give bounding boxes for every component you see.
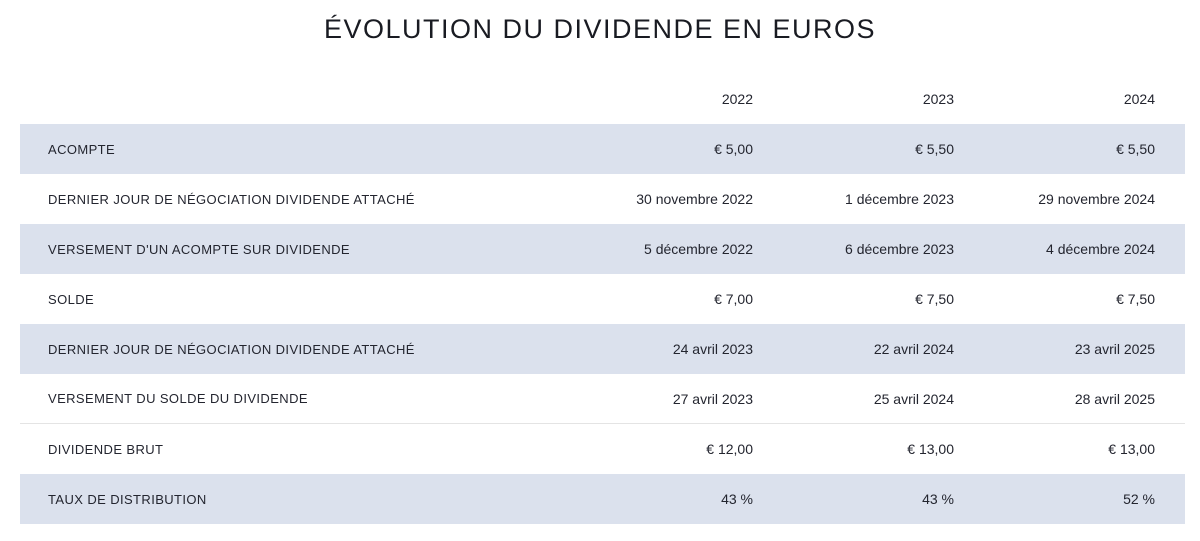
row-label: DERNIER JOUR DE NÉGOCIATION DIVIDENDE AT… [48, 191, 415, 207]
cell-value: € 12,00 [706, 441, 753, 457]
cell-value: € 7,50 [1116, 291, 1155, 307]
cell-value: 5 décembre 2022 [644, 241, 753, 257]
column-header-2022: 2022 [721, 91, 753, 107]
cell-value: 1 décembre 2023 [845, 191, 954, 207]
table-row-versement-acompte: VERSEMENT D'UN ACOMPTE SUR DIVIDENDE 5 d… [20, 224, 1185, 274]
table-row-acompte: ACOMPTE € 5,00 € 5,50 € 5,50 [20, 124, 1185, 174]
row-label: TAUX DE DISTRIBUTION [48, 491, 207, 507]
column-header-2023: 2023 [922, 91, 954, 107]
cell-value: 25 avril 2024 [873, 390, 954, 407]
cell-value: 30 novembre 2022 [636, 191, 753, 207]
cell-value: 43 % [721, 491, 753, 507]
cell-value: 24 avril 2023 [672, 341, 753, 357]
cell-value: € 7,50 [915, 291, 954, 307]
table-header-row: 2022 2023 2024 [20, 45, 1185, 124]
cell-value: 23 avril 2025 [1074, 341, 1155, 357]
cell-value: 43 % [922, 491, 954, 507]
cell-value: 4 décembre 2024 [1046, 241, 1155, 257]
column-header-2024: 2024 [1123, 91, 1155, 107]
cell-value: 52 % [1123, 491, 1155, 507]
row-label: DIVIDENDE BRUT [48, 441, 164, 457]
page-title: ÉVOLUTION DU DIVIDENDE EN EUROS [323, 14, 877, 44]
dividend-table: 2022 2023 2024 ACOMPTE € 5,00 € 5,50 € 5… [20, 45, 1185, 524]
row-label: VERSEMENT D'UN ACOMPTE SUR DIVIDENDE [48, 241, 350, 257]
cell-value: 27 avril 2023 [672, 390, 753, 407]
table-row-dernier-jour-solde: DERNIER JOUR DE NÉGOCIATION DIVIDENDE AT… [20, 324, 1185, 374]
cell-value: € 13,00 [907, 441, 954, 457]
table-row-solde: SOLDE € 7,00 € 7,50 € 7,50 [20, 274, 1185, 324]
row-label: SOLDE [48, 291, 95, 307]
cell-value: € 5,50 [1116, 141, 1155, 157]
cell-value: 29 novembre 2024 [1038, 191, 1155, 207]
cell-value: € 5,00 [714, 141, 753, 157]
row-label: VERSEMENT DU SOLDE DU DIVIDENDE [48, 391, 308, 406]
cell-value: € 13,00 [1108, 441, 1155, 457]
cell-value: € 5,50 [915, 141, 954, 157]
row-label: ACOMPTE [48, 141, 116, 157]
table-row-dernier-jour-acompte: DERNIER JOUR DE NÉGOCIATION DIVIDENDE AT… [20, 174, 1185, 224]
table-row-taux-distribution: TAUX DE DISTRIBUTION 43 % 43 % 52 % [20, 474, 1185, 524]
cell-value: 28 avril 2025 [1074, 390, 1155, 407]
header-empty-cell [20, 107, 582, 124]
table-row-versement-solde: VERSEMENT DU SOLDE DU DIVIDENDE 27 avril… [20, 374, 1185, 424]
table-row-dividende-brut: DIVIDENDE BRUT € 12,00 € 13,00 € 13,00 [20, 424, 1185, 474]
cell-value: 22 avril 2024 [873, 341, 954, 357]
row-label: DERNIER JOUR DE NÉGOCIATION DIVIDENDE AT… [48, 341, 415, 357]
cell-value: 6 décembre 2023 [845, 241, 954, 257]
cell-value: € 7,00 [714, 291, 753, 307]
